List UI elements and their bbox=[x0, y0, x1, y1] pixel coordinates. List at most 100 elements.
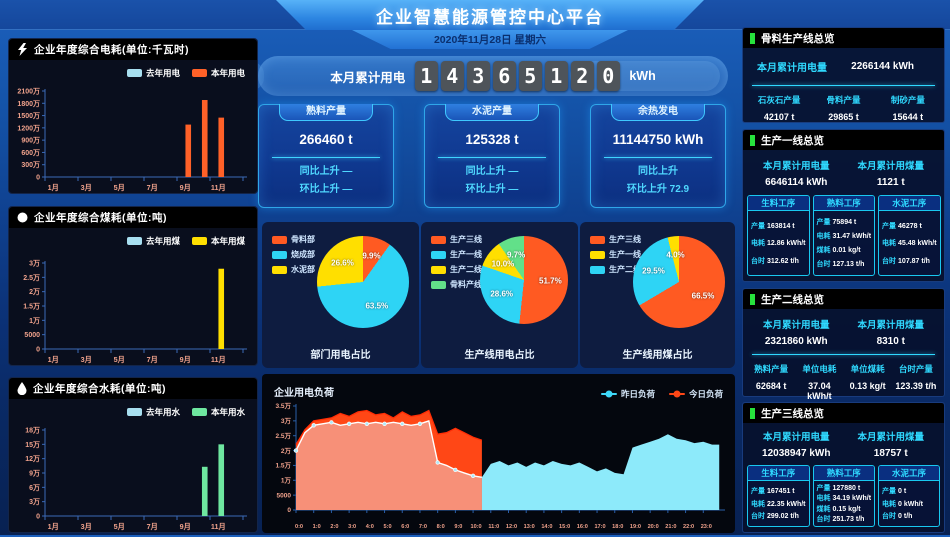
accent-bar bbox=[750, 407, 755, 419]
card-title: 熟料产量 bbox=[279, 104, 373, 121]
kv-item: 本月累计用煤量 1121 t bbox=[857, 161, 924, 188]
divider bbox=[438, 157, 546, 158]
svg-text:1月: 1月 bbox=[48, 183, 59, 192]
legend-item[interactable]: 生产三线 bbox=[590, 234, 641, 245]
date-text: 2020年11月28日 星期六 bbox=[433, 34, 547, 46]
svg-text:11月: 11月 bbox=[211, 522, 226, 531]
legend-item[interactable]: 烧成部 bbox=[272, 249, 315, 260]
pie-legend: 骨料部 烧成部 水泥部 bbox=[272, 234, 315, 275]
legend-item[interactable]: 骨料产线 bbox=[431, 279, 482, 290]
card-title: 水泥产量 bbox=[445, 104, 539, 121]
legend-item[interactable]: 去年用电 bbox=[126, 67, 180, 79]
panel-title: 企业年度综合煤耗(单位:吨) bbox=[34, 212, 167, 224]
divider bbox=[604, 157, 712, 158]
legend-item[interactable]: 今日负荷 bbox=[668, 388, 723, 400]
divider bbox=[752, 85, 935, 86]
svg-text:2100万: 2100万 bbox=[17, 88, 40, 96]
year-water-bar-chart: 0 3万 6万 9万 12万 15万 18万 1月 3月 5月 7月 9月 11月 bbox=[9, 418, 257, 532]
divider bbox=[272, 157, 380, 158]
counter-digit: 4 bbox=[440, 61, 464, 91]
svg-text:3月: 3月 bbox=[81, 355, 92, 364]
svg-text:19:0: 19:0 bbox=[630, 524, 641, 530]
area-legend: 昨日负荷 今日负荷 bbox=[587, 382, 723, 400]
stat-col: 制砂产量 15644 t bbox=[890, 95, 925, 122]
accent-bar bbox=[750, 134, 755, 146]
svg-text:1500万: 1500万 bbox=[17, 112, 40, 120]
svg-text:9月: 9月 bbox=[180, 183, 191, 192]
svg-text:13:0: 13:0 bbox=[524, 524, 535, 530]
stat-col: 台时产量 123.39 t/h bbox=[895, 364, 937, 391]
pie-slice-label: 4.0% bbox=[666, 250, 685, 260]
pie-title: 生产线用煤占比 bbox=[622, 350, 693, 361]
page-title: 企业智慧能源管控中心平台 bbox=[376, 7, 604, 27]
legend-item[interactable]: 骨料部 bbox=[272, 234, 315, 245]
legend-item[interactable]: 生产一线 bbox=[431, 249, 482, 260]
pie-slice-label: 10.0% bbox=[491, 259, 515, 269]
svg-text:7月: 7月 bbox=[147, 522, 158, 531]
stat-columns: 熟料产量 62684 t 单位电耗 37.04 kWh/t 单位煤耗 0.13 kg/t 台… bbox=[743, 359, 944, 408]
title-banner: 企业智慧能源管控中心平台 bbox=[276, 0, 704, 30]
legend-item[interactable]: 去年用水 bbox=[126, 406, 180, 418]
legend-item[interactable]: 生产一线 bbox=[590, 249, 641, 260]
power-load-panel: 企业用电负荷 昨日负荷 今日负荷 0 5000 1万 1.5万 2万 2.5万 3万 3.5万 0… bbox=[262, 374, 735, 533]
svg-text:5月: 5月 bbox=[114, 522, 125, 531]
yoy-text: 同比上升 bbox=[638, 166, 678, 177]
dept-power-pie: 9.9% 63.5% 26.6% bbox=[317, 236, 409, 328]
svg-text:16:0: 16:0 bbox=[577, 524, 588, 530]
stat-columns: 石灰石产量 42107 t 骨料产量 29865 t 制砂产量 15644 t bbox=[743, 90, 944, 129]
line1-overview-panel: 生产一线总览 本月累计用电量 6646114 kWh 本月累计用煤量 1121 … bbox=[742, 129, 945, 282]
legend-item[interactable]: 水泥部 bbox=[272, 264, 315, 275]
svg-text:12万: 12万 bbox=[25, 455, 40, 463]
svg-text:3.5万: 3.5万 bbox=[275, 402, 291, 410]
pie-title: 部门用电占比 bbox=[310, 350, 371, 361]
panel-title: 生产二线总览 bbox=[761, 293, 824, 306]
stat-col: 单位煤耗 0.13 kg/t bbox=[849, 364, 886, 391]
card-title: 余热发电 bbox=[611, 104, 705, 121]
legend-item[interactable]: 本年用电 bbox=[191, 67, 245, 79]
counter-unit: kWh bbox=[629, 69, 656, 83]
counter-digit: 3 bbox=[466, 61, 490, 91]
aggregate-line-overview-panel: 骨料生产线总览 本月累计用电量 2266144 kWh 石灰石产量 42107 t… bbox=[742, 27, 945, 123]
legend-item[interactable]: 去年用煤 bbox=[126, 235, 180, 247]
legend-item[interactable]: 本年用煤 bbox=[191, 235, 245, 247]
svg-text:2.5万: 2.5万 bbox=[23, 274, 40, 282]
svg-text:10:0: 10:0 bbox=[470, 524, 481, 530]
process-card: 水泥工序 产量 46278 t 电耗 45.48 kWh/t 台时 107.87 t/h bbox=[878, 195, 941, 276]
chart-legend: 去年用煤 本年用煤 bbox=[9, 228, 257, 247]
lightning-icon bbox=[17, 43, 28, 56]
mom-text: 环比上升 72.9 bbox=[626, 184, 690, 195]
svg-text:1.5万: 1.5万 bbox=[275, 462, 291, 470]
legend-item[interactable]: 生产二线 bbox=[590, 264, 641, 275]
kv-value: 2266144 kWh bbox=[851, 61, 914, 72]
mom-text: 环比上升 — bbox=[465, 184, 519, 195]
svg-text:20:0: 20:0 bbox=[648, 524, 659, 530]
kv-item: 本月累计用电量 6646114 kWh bbox=[762, 161, 830, 188]
cement-output-card: 水泥产量 125328 t 同比上升 — 环比上升 — bbox=[424, 104, 560, 208]
pie-legend: 生产三线生产一线生产二线 bbox=[590, 234, 641, 275]
legend-item[interactable]: 本年用水 bbox=[191, 406, 245, 418]
legend-item[interactable]: 生产二线 bbox=[431, 264, 482, 275]
svg-text:14:0: 14:0 bbox=[541, 524, 552, 530]
line-power-pie-panel: 生产三线 生产一线 生产二线 骨料产线 51.7% 28.6% 10.0% 9.7% 生产线… bbox=[421, 222, 578, 368]
yoy-text: 同比上升 — bbox=[299, 166, 353, 177]
card-value: 125328 t bbox=[465, 132, 519, 147]
waste-heat-power-card: 余热发电 11144750 kWh 同比上升 环比上升 72.9 bbox=[590, 104, 726, 208]
counter-digit: 1 bbox=[414, 61, 438, 91]
stat-col: 石灰石产量 42107 t bbox=[757, 95, 801, 122]
svg-text:15万: 15万 bbox=[25, 441, 40, 449]
chart-legend: 去年用电 本年用电 bbox=[9, 60, 257, 79]
legend-item[interactable]: 生产三线 bbox=[431, 234, 482, 245]
svg-text:0: 0 bbox=[36, 347, 40, 354]
area-chart-title: 企业用电负荷 bbox=[274, 387, 334, 399]
legend-item[interactable]: 昨日负荷 bbox=[600, 388, 655, 400]
pie-legend: 生产三线生产一线生产二线骨料产线 bbox=[431, 234, 482, 290]
kv-label: 本月累计用电量 bbox=[757, 63, 827, 74]
svg-text:3:0: 3:0 bbox=[348, 524, 356, 530]
year-coal-panel: 企业年度综合煤耗(单位:吨) 去年用煤 本年用煤 0 5000 1万 1.5万 2万 2.5… bbox=[8, 206, 258, 366]
clinker-output-card: 熟料产量 266460 t 同比上升 — 环比上升 — bbox=[258, 104, 394, 208]
process-cards: 生料工序 产量 167451 t 电耗 22.35 kWh/t 台时 299.02 t/h 熟… bbox=[743, 461, 944, 532]
svg-text:3万: 3万 bbox=[281, 417, 292, 425]
svg-text:11月: 11月 bbox=[211, 183, 226, 192]
stat-col: 熟料产量 62684 t bbox=[754, 364, 789, 391]
line-power-pie: 51.7% 28.6% 10.0% 9.7% bbox=[480, 236, 568, 324]
